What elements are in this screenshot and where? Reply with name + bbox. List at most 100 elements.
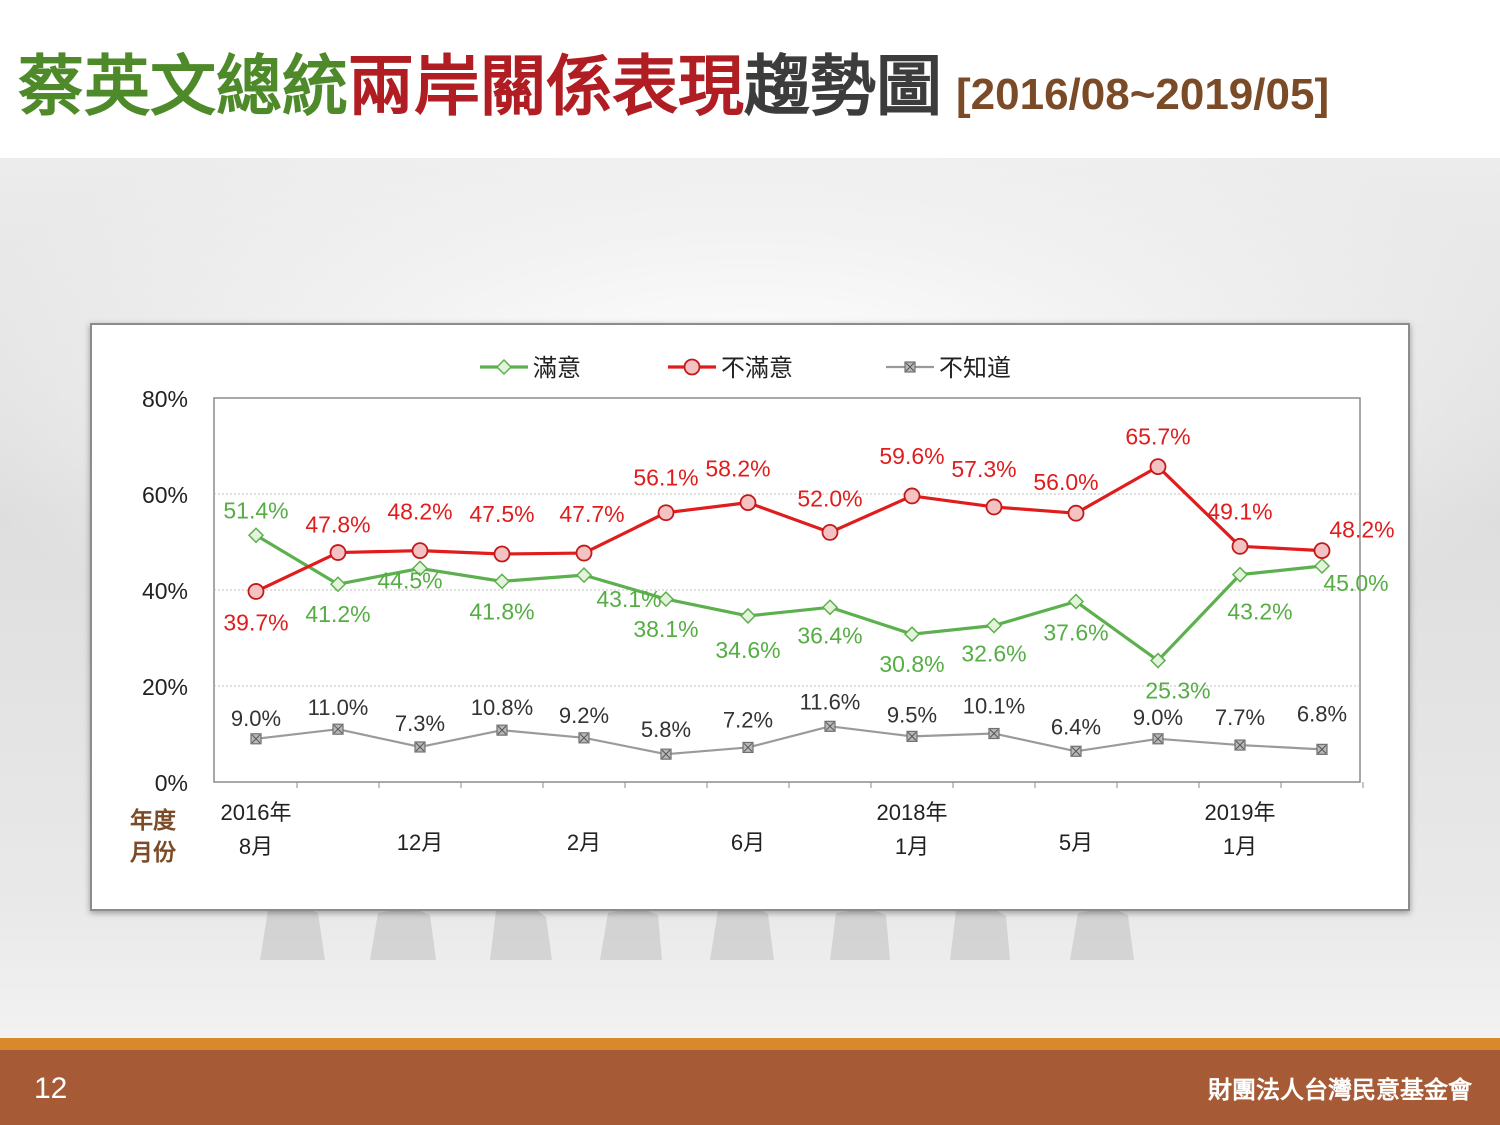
x-tick-month-label: 6月 — [731, 830, 765, 855]
x-tick-month-label: 1月 — [1223, 834, 1257, 859]
legend-label: 不滿意 — [721, 354, 793, 382]
title-part-cross-strait: 兩岸關係表現 — [348, 48, 744, 125]
data-label: 65.7% — [1125, 424, 1190, 450]
data-point — [985, 617, 1003, 634]
y-tick-label: 60% — [142, 482, 188, 508]
data-point — [903, 626, 921, 643]
data-label: 9.5% — [887, 702, 937, 727]
data-point — [575, 544, 593, 562]
data-point — [988, 727, 1000, 740]
data-label: 9.0% — [231, 706, 281, 731]
data-point — [906, 730, 918, 742]
data-point — [985, 498, 1003, 516]
axis-label-month: 月份 — [129, 840, 177, 866]
data-point — [903, 487, 921, 505]
series-line-0 — [255, 533, 1323, 663]
data-point — [1067, 593, 1085, 610]
data-label: 9.2% — [559, 703, 609, 728]
slide-footer: 12 財團法人台灣民意基金會 — [0, 1050, 1500, 1125]
data-point — [332, 723, 344, 735]
data-point — [493, 573, 511, 590]
data-label: 58.2% — [705, 456, 770, 482]
data-label: 6.4% — [1051, 714, 1101, 739]
data-label: 56.0% — [1033, 469, 1098, 495]
data-label: 47.7% — [559, 501, 624, 527]
data-label: 56.1% — [633, 465, 698, 491]
data-label: 34.6% — [715, 637, 780, 663]
gridlines — [214, 493, 1360, 687]
data-label: 44.5% — [377, 567, 442, 593]
title-part-trend-chart: 趨勢圖 — [744, 48, 942, 125]
data-point — [247, 527, 265, 544]
axis-label-year: 年度 — [130, 807, 177, 834]
legend-swatch-marker — [904, 361, 916, 373]
series-line-1 — [255, 465, 1323, 593]
legend-label: 滿意 — [533, 354, 581, 382]
data-point — [1067, 504, 1085, 522]
data-label: 9.0% — [1133, 705, 1183, 730]
legend-swatch-marker — [683, 358, 701, 376]
title-bar: 蔡英文總統兩岸關係表現趨勢圖 [2016/08~2019/05] — [0, 0, 1500, 158]
y-tick-label: 80% — [142, 386, 188, 412]
x-tick-year-label: 2016年 — [221, 800, 292, 825]
data-label: 32.6% — [961, 641, 1026, 667]
data-point — [1149, 652, 1167, 669]
data-point — [824, 720, 836, 732]
x-tick-year-label: 2019年 — [1205, 800, 1276, 825]
data-label: 43.1% — [596, 586, 661, 612]
data-label: 45.0% — [1323, 570, 1388, 596]
data-label: 47.8% — [305, 512, 370, 538]
data-label: 25.3% — [1145, 678, 1210, 704]
data-label: 59.6% — [879, 443, 944, 469]
data-label: 36.4% — [797, 622, 862, 648]
data-label: 11.0% — [308, 695, 369, 720]
y-tick-label: 0% — [155, 770, 188, 796]
x-tick-year-label: 2018年 — [877, 800, 948, 825]
data-label: 57.3% — [951, 456, 1016, 482]
data-point — [250, 733, 262, 745]
data-label: 6.8% — [1297, 701, 1347, 726]
data-point — [578, 732, 590, 744]
data-point — [329, 544, 347, 561]
data-point — [1152, 733, 1164, 745]
data-point — [1313, 557, 1331, 575]
footer-accent-stripe — [0, 1038, 1500, 1050]
data-point — [493, 545, 511, 563]
data-point — [411, 542, 429, 560]
legend-swatch-marker — [495, 358, 513, 376]
data-label: 51.4% — [223, 497, 288, 523]
data-point — [821, 523, 839, 541]
data-point — [660, 748, 672, 760]
crowd-silhouette-decoration — [260, 905, 1134, 960]
x-tick-month-label: 2月 — [567, 830, 601, 855]
data-label: 38.1% — [633, 616, 698, 642]
x-tick-month-label: 8月 — [239, 834, 273, 859]
data-label: 7.3% — [395, 711, 445, 736]
x-tick-month-label: 5月 — [1059, 830, 1093, 855]
slide-title: 蔡英文總統兩岸關係表現趨勢圖 [2016/08~2019/05] — [18, 42, 1329, 140]
title-part-president: 蔡英文總統 — [18, 48, 348, 125]
title-date-range: [2016/08~2019/05] — [956, 70, 1330, 119]
data-point — [1149, 458, 1167, 476]
data-point — [1231, 537, 1249, 555]
data-point — [821, 599, 839, 616]
x-tick-month-label: 1月 — [895, 834, 929, 859]
data-point — [1070, 745, 1082, 757]
data-label: 39.7% — [223, 609, 288, 635]
series-lines — [255, 465, 1323, 756]
data-point — [657, 504, 675, 522]
data-point — [739, 607, 757, 624]
data-point — [1316, 743, 1328, 755]
data-label: 52.0% — [797, 485, 862, 511]
data-point — [247, 583, 265, 600]
data-label: 41.2% — [305, 601, 370, 627]
data-label: 10.1% — [963, 694, 1025, 719]
data-point — [1234, 739, 1246, 751]
data-label: 5.8% — [641, 717, 691, 742]
data-point — [742, 741, 754, 754]
data-label: 43.2% — [1227, 599, 1292, 625]
data-point — [1231, 566, 1249, 583]
y-axis-tick-labels: 0% 20% 40% 60% 80% — [142, 386, 188, 796]
